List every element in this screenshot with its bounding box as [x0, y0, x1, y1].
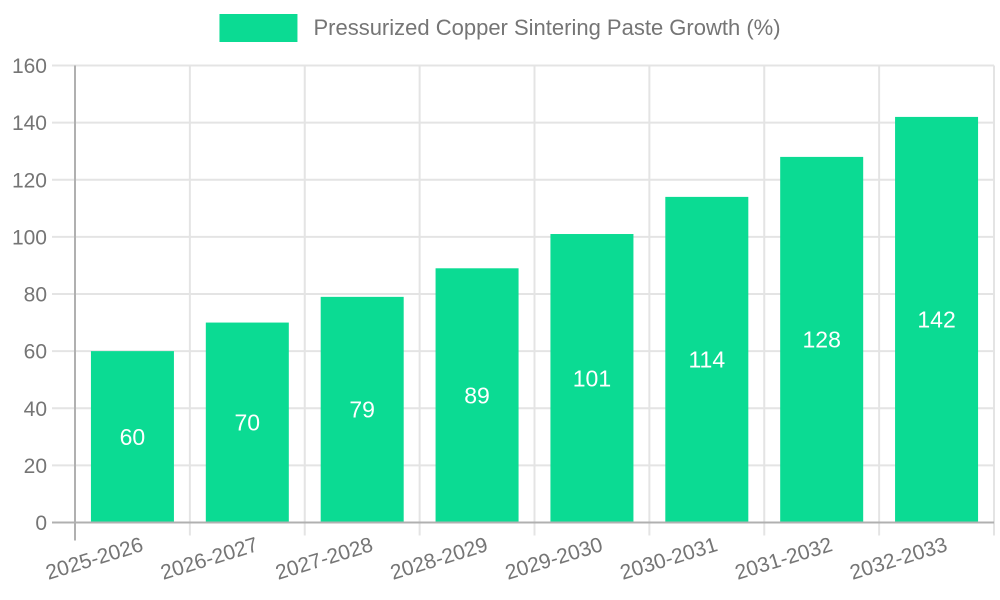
bar-2030-2031[interactable]: 114	[665, 196, 749, 523]
y-tick-label: 80	[24, 284, 47, 307]
bar-value-label: 128	[803, 327, 841, 353]
y-tick-label: 0	[35, 512, 47, 535]
bar-rect[interactable]	[205, 322, 289, 523]
x-tick-label: 2028-2029	[388, 533, 491, 584]
x-tick-label: 2025-2026	[43, 533, 146, 584]
bar-rect[interactable]	[435, 268, 519, 523]
bar-2028-2029[interactable]: 89	[435, 268, 519, 523]
chart-legend[interactable]: Pressurized Copper Sintering Paste Growt…	[219, 14, 781, 42]
bar-2026-2027[interactable]: 70	[205, 322, 289, 523]
legend-swatch-icon	[219, 14, 298, 42]
y-tick-label: 120	[12, 169, 47, 192]
bar-2031-2032[interactable]: 128	[780, 156, 864, 523]
bar-value-label: 114	[688, 347, 725, 373]
y-tick-label: 140	[12, 112, 47, 135]
bar-rect[interactable]	[665, 196, 749, 523]
bar-value-label: 60	[120, 424, 146, 450]
x-tick-label: 2029-2030	[503, 533, 606, 584]
bar-rect[interactable]	[895, 116, 979, 523]
y-tick-label: 40	[24, 398, 47, 421]
bar-value-label: 142	[917, 307, 955, 333]
y-tick-label: 20	[24, 455, 47, 478]
bar-2032-2033[interactable]: 142	[895, 116, 979, 523]
y-tick-label: 160	[12, 55, 47, 78]
bar-2025-2026[interactable]: 60	[90, 351, 174, 523]
bar-rect[interactable]	[320, 296, 404, 523]
y-tick-label: 60	[24, 341, 47, 364]
bar-value-label: 101	[573, 365, 611, 391]
bar-2029-2030[interactable]: 101	[550, 234, 634, 523]
bar-rect[interactable]	[780, 156, 864, 523]
bar-value-label: 79	[349, 397, 375, 423]
x-tick-label: 2031-2032	[732, 533, 835, 584]
y-tick-label: 100	[12, 226, 47, 249]
bar-2027-2028[interactable]: 79	[320, 296, 404, 523]
x-tick-label: 2027-2028	[273, 533, 376, 584]
x-tick-label: 2026-2027	[158, 533, 261, 584]
legend-label: Pressurized Copper Sintering Paste Growt…	[313, 15, 781, 40]
bar-value-label: 70	[235, 410, 261, 436]
bar-rect[interactable]	[90, 351, 174, 523]
x-tick-label: 2030-2031	[618, 533, 721, 584]
bar-value-label: 89	[464, 382, 490, 408]
bar-rect[interactable]	[550, 234, 634, 523]
x-tick-label: 2032-2033	[847, 533, 950, 584]
